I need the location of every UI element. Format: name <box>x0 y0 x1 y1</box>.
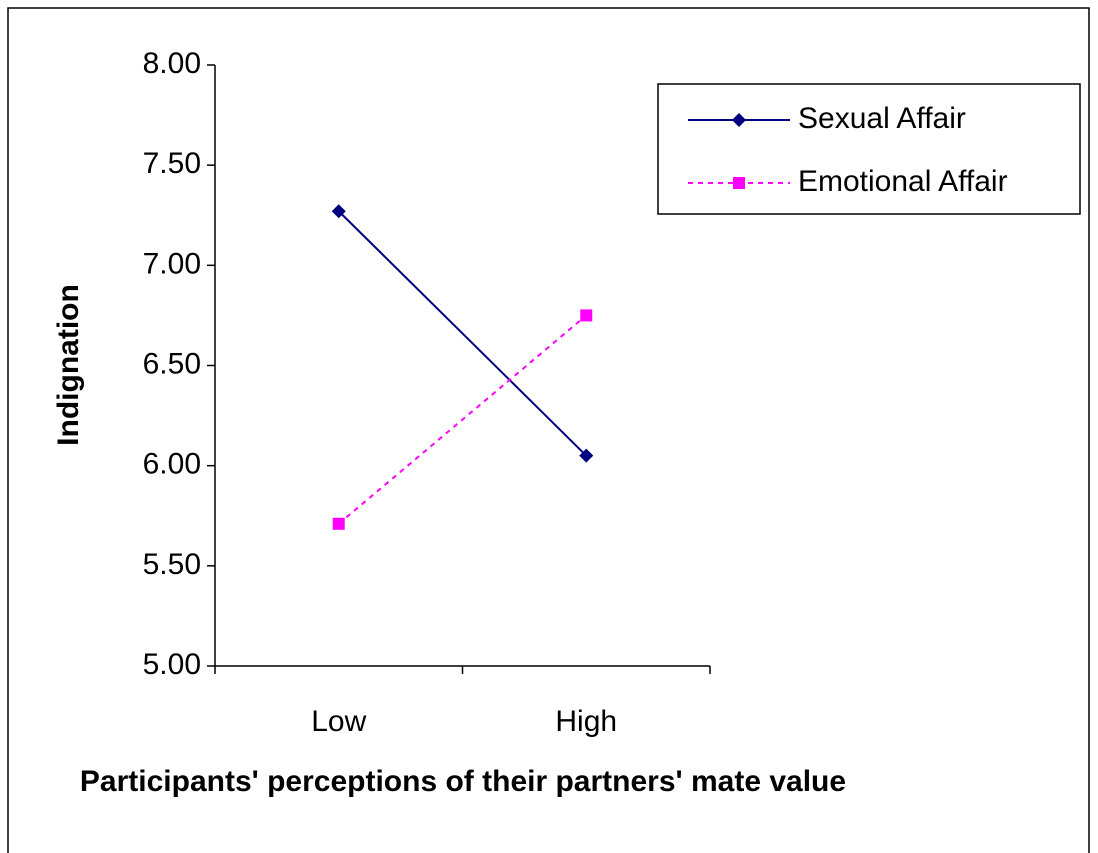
marker <box>579 448 594 463</box>
series-line <box>338 314 587 525</box>
legend-marker <box>733 177 745 189</box>
y-tick-label: 5.00 <box>143 648 201 681</box>
y-tick-label: 6.00 <box>143 448 201 481</box>
y-tick-label: 8.00 <box>143 47 201 80</box>
legend-label: Emotional Affair <box>798 165 1008 198</box>
marker <box>580 309 593 322</box>
x-tick-label: Low <box>311 705 366 738</box>
marker <box>331 204 346 219</box>
x-tick-label: High <box>555 705 617 738</box>
x-axis-label: Participants' perceptions of their partn… <box>79 765 847 798</box>
y-tick-label: 5.50 <box>143 548 201 581</box>
legend-label: Sexual Affair <box>798 102 966 135</box>
legend-box <box>657 83 1081 215</box>
y-axis-label: Indignation <box>52 284 85 446</box>
marker <box>332 517 345 530</box>
y-tick-label: 7.00 <box>143 247 201 280</box>
y-tick-label: 6.50 <box>143 347 201 380</box>
chart-frame <box>7 7 1090 853</box>
series-line <box>338 210 587 457</box>
y-tick-label: 7.50 <box>143 147 201 180</box>
legend-marker <box>732 113 746 127</box>
